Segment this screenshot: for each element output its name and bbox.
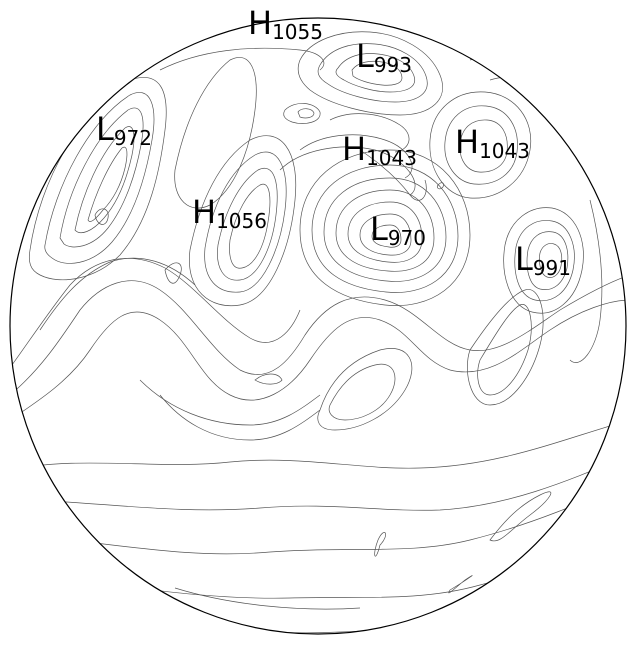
pressure-labels: H1055 L993 L972 H1043 H1043 H1056 L970 L… <box>96 4 571 280</box>
pressure-label-high: H1056 <box>192 193 267 233</box>
pressure-label-low: L972 <box>96 110 152 150</box>
pressure-label-low: L970 <box>370 210 426 250</box>
pressure-label-high: H1055 <box>248 4 323 44</box>
pressure-label-high: H1043 <box>455 123 530 163</box>
pressure-label-high: H1043 <box>342 130 417 170</box>
pressure-label-low: L993 <box>356 37 412 77</box>
pressure-label-low: L991 <box>515 240 571 280</box>
globe-outline <box>9 17 627 635</box>
